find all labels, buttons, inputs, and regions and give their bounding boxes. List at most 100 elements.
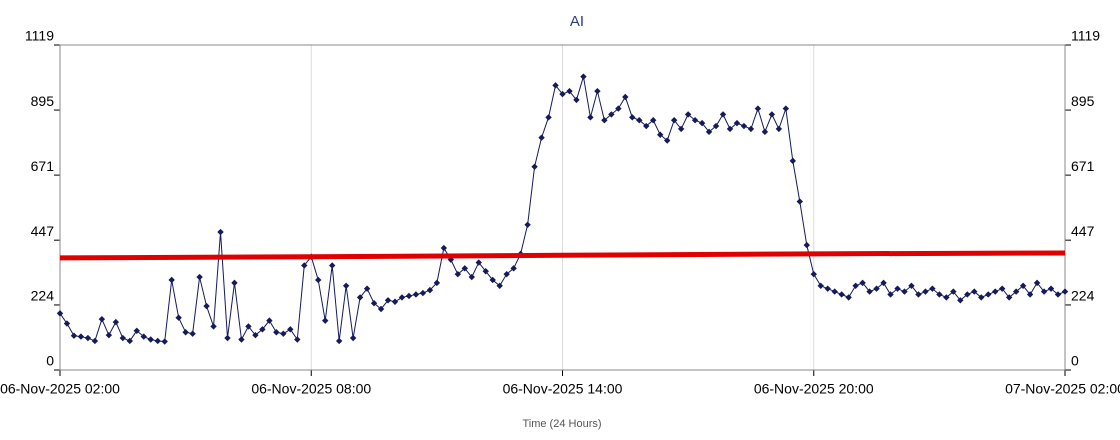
data-point	[475, 259, 482, 266]
y2-tick-label: 224	[1071, 288, 1095, 304]
data-point	[370, 299, 378, 307]
data-point	[426, 286, 434, 294]
data-point	[419, 289, 427, 297]
plot-frame	[59, 44, 1066, 371]
y-tick-label: 1119	[25, 28, 54, 44]
data-point	[489, 276, 496, 284]
chart-title: AI	[570, 13, 584, 30]
x-tick-label: 06-Nov-2025 02:00	[0, 381, 120, 397]
data-point	[943, 294, 950, 301]
data-point	[845, 294, 852, 301]
data-point	[636, 117, 643, 124]
data-point	[824, 285, 831, 292]
data-point	[866, 288, 873, 295]
data-point	[650, 117, 657, 124]
data-point	[210, 323, 217, 330]
data-point	[301, 262, 308, 269]
data-point	[77, 333, 85, 340]
data-point	[182, 329, 189, 336]
x-tick-label: 06-Nov-2025 08:00	[251, 381, 371, 397]
data-point	[726, 125, 734, 133]
data-point	[1047, 285, 1055, 292]
data-point	[643, 122, 650, 130]
data-point	[768, 111, 776, 118]
data-point	[803, 241, 810, 249]
data-point	[398, 294, 406, 301]
data-point	[705, 128, 713, 136]
data-point	[712, 122, 720, 130]
data-point	[1026, 291, 1034, 298]
data-point	[154, 337, 161, 345]
data-point	[1033, 279, 1041, 287]
data-point	[105, 331, 113, 339]
data-point	[580, 73, 587, 80]
data-point	[84, 334, 92, 342]
data-point	[629, 114, 636, 121]
data-point	[782, 105, 790, 112]
data-point	[859, 279, 866, 287]
data-point	[1019, 282, 1027, 289]
data-point	[454, 270, 462, 278]
data-point	[140, 333, 147, 340]
data-point	[503, 270, 510, 278]
data-point	[56, 310, 64, 317]
data-point	[273, 329, 280, 336]
data-point	[126, 337, 133, 345]
data-point	[684, 111, 692, 118]
data-point	[510, 265, 517, 272]
threshold-line	[59, 250, 1066, 261]
y-tick-label: 447	[31, 223, 55, 239]
data-point	[524, 221, 531, 228]
data-point	[384, 297, 392, 304]
data-point	[217, 228, 224, 236]
data-point	[168, 276, 175, 284]
data-point	[1040, 288, 1048, 295]
data-point	[985, 291, 992, 298]
data-point	[552, 82, 559, 89]
data-point	[196, 273, 203, 281]
data-point	[433, 279, 441, 287]
data-point	[189, 330, 196, 337]
data-point	[440, 244, 448, 252]
data-point	[810, 270, 817, 278]
data-point	[880, 279, 887, 287]
data-point	[852, 282, 859, 289]
x-tick-label: 06-Nov-2025 14:00	[503, 381, 623, 397]
data-point	[70, 332, 78, 339]
data-point	[315, 276, 322, 284]
data-point	[356, 294, 364, 301]
data-point	[294, 336, 301, 343]
data-point	[663, 137, 671, 144]
data-point	[957, 297, 964, 304]
data-point	[391, 298, 399, 305]
data-point	[538, 134, 545, 141]
data-point	[266, 317, 273, 324]
data-point	[929, 285, 936, 292]
y-tick-label: 671	[31, 158, 55, 174]
data-point	[761, 128, 769, 136]
data-point	[203, 302, 210, 310]
data-point	[873, 285, 880, 292]
x-axis-label: Time (24 Hours)	[522, 418, 601, 430]
data-point	[601, 117, 608, 124]
data-point	[1061, 288, 1069, 295]
y-tick-label: 0	[46, 353, 54, 369]
data-point	[908, 282, 915, 289]
data-point	[733, 119, 741, 127]
data-point	[838, 291, 845, 298]
data-point	[349, 334, 357, 342]
data-point	[98, 315, 106, 323]
data-point	[747, 125, 755, 133]
data-point	[670, 117, 678, 124]
data-point	[831, 288, 838, 295]
data-point	[482, 268, 489, 275]
data-point	[677, 125, 685, 133]
data-point	[559, 90, 566, 98]
data-point	[817, 282, 824, 289]
data-point	[936, 291, 943, 298]
data-point	[573, 96, 580, 104]
data-point	[775, 125, 783, 133]
data-point	[245, 323, 252, 330]
